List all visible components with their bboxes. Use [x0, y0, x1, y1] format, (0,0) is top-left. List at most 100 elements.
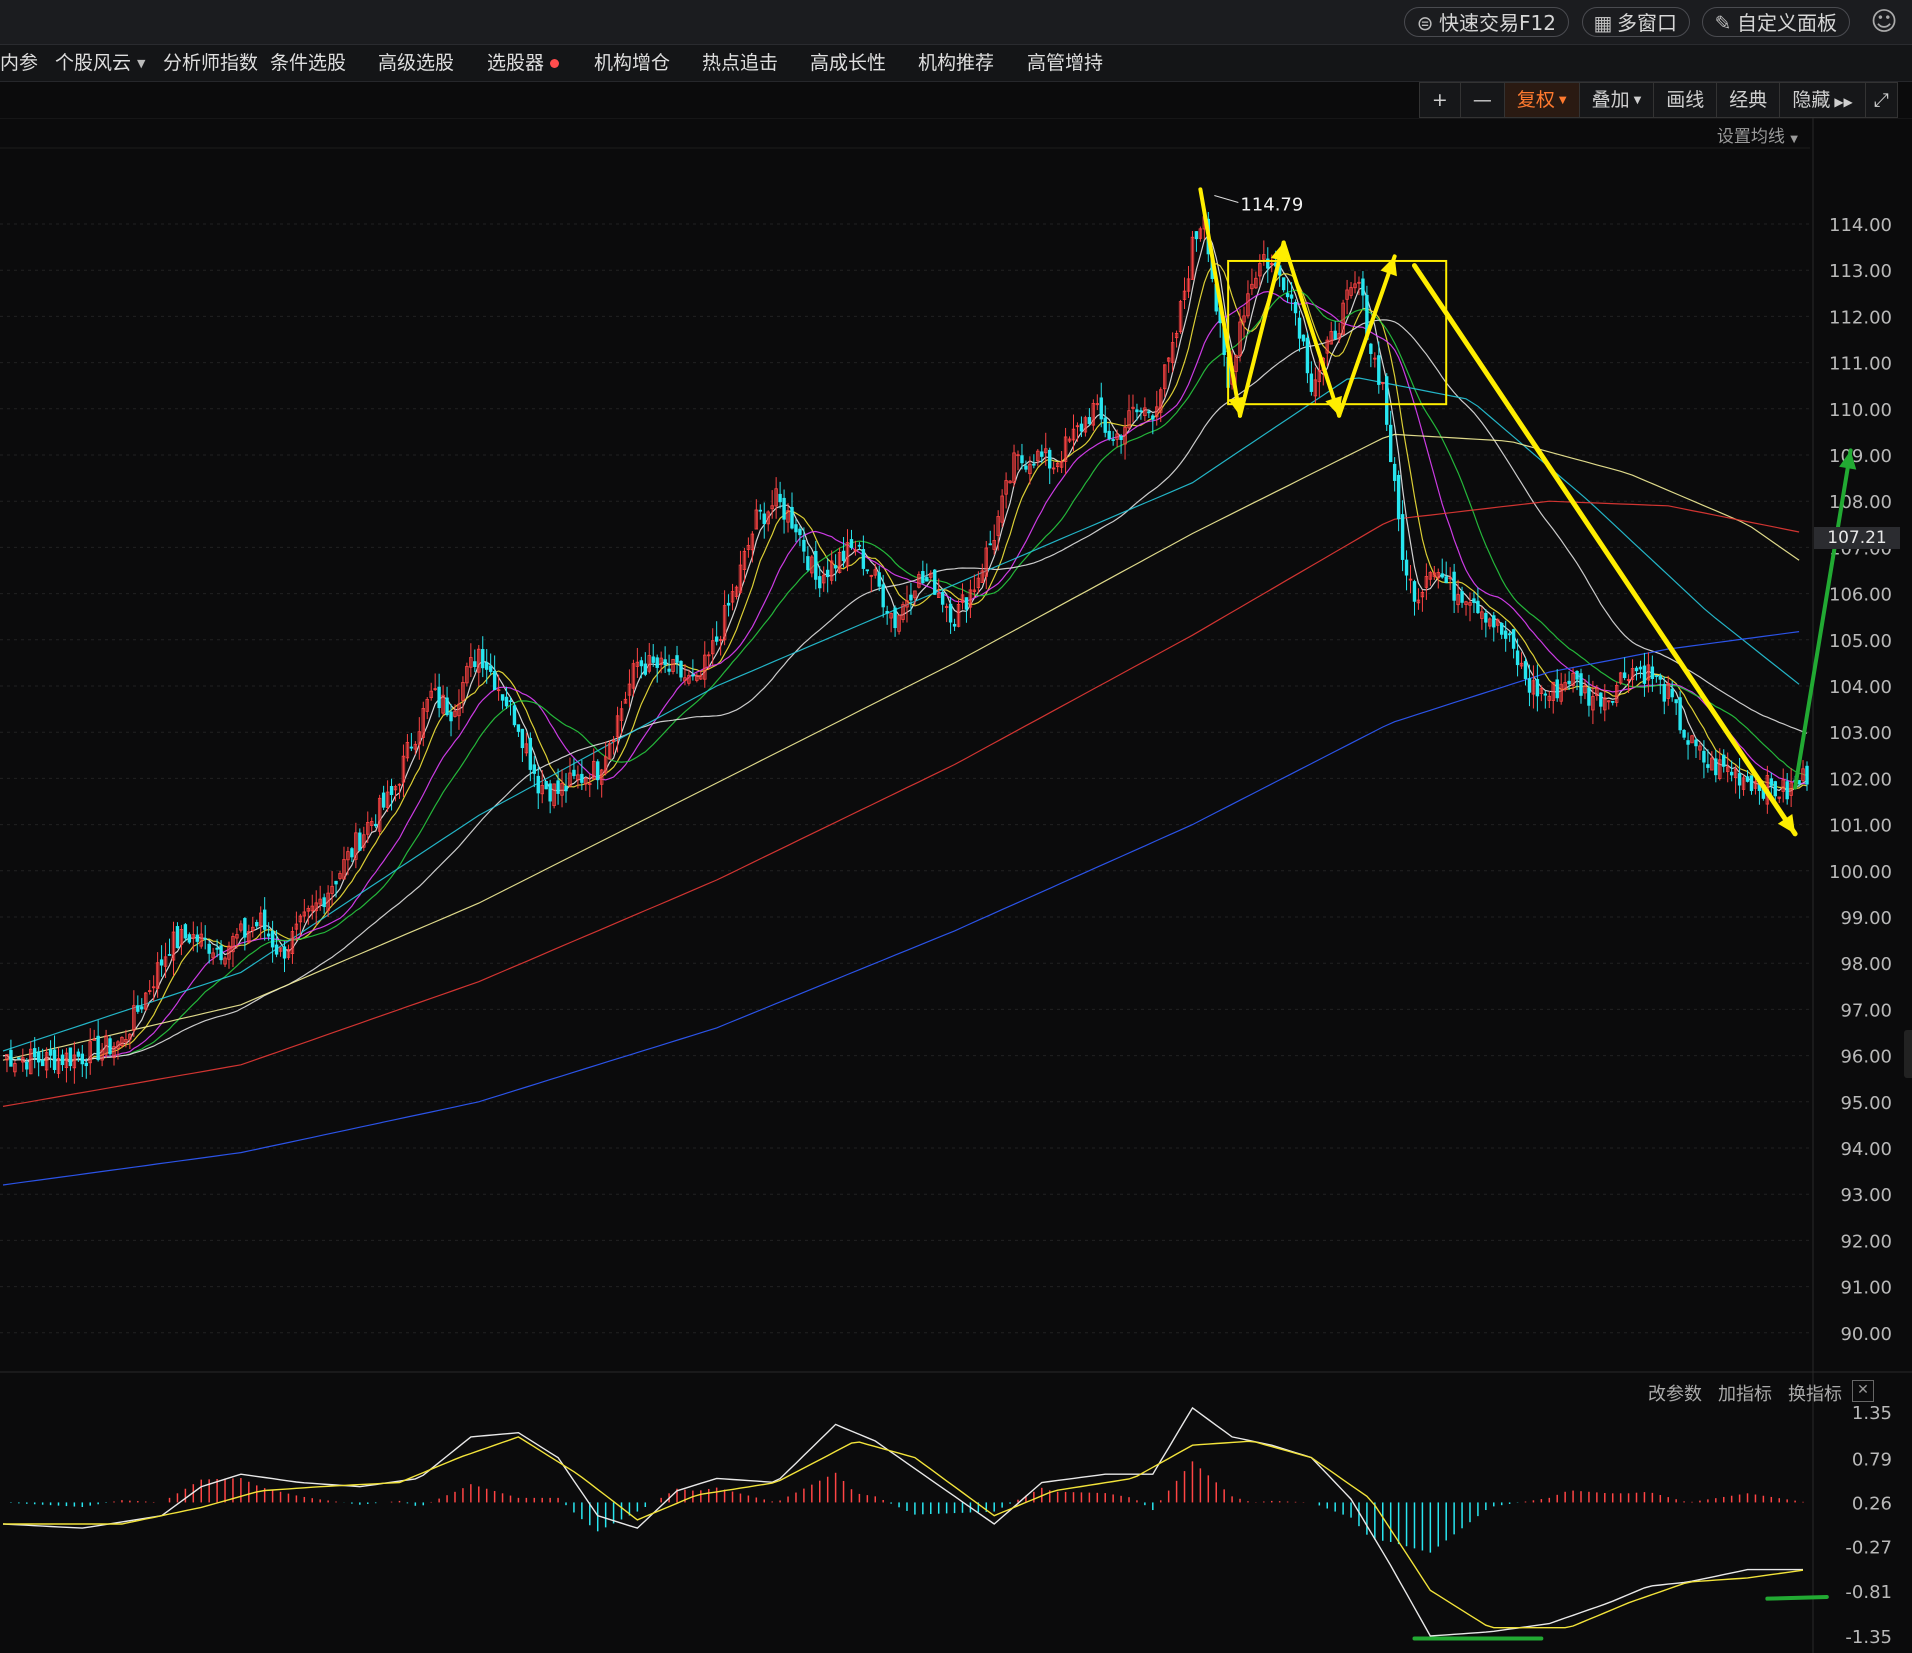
- candle-body: [72, 1054, 77, 1069]
- fullscreen-icon[interactable]: ⤢: [1873, 89, 1889, 111]
- candle-body: [1718, 759, 1722, 779]
- ma-setting-button[interactable]: 设置均线 ▼: [1717, 122, 1798, 147]
- nav-item-hotspot[interactable]: 热点追击: [702, 45, 778, 81]
- candle-body: [88, 1041, 92, 1064]
- classic-button[interactable]: 经典: [1717, 83, 1781, 117]
- candle-body: [1464, 601, 1468, 605]
- candle-body: [155, 962, 160, 989]
- change-params-button[interactable]: 改参数: [1648, 1384, 1702, 1405]
- candle-body: [822, 574, 826, 584]
- candle-body: [921, 571, 925, 584]
- draw-line-button[interactable]: 画线: [1654, 83, 1718, 117]
- candle-body: [596, 761, 600, 781]
- adjust-rights-button[interactable]: 复权 ▼: [1504, 83, 1580, 117]
- candle-body: [746, 545, 751, 550]
- candle-body: [1555, 679, 1559, 699]
- candle-body: [1710, 757, 1714, 771]
- multi-window-button[interactable]: ▦ 多窗口: [1582, 7, 1690, 37]
- candle-body: [1769, 778, 1774, 786]
- candle-body: [425, 699, 429, 712]
- zoom-out-button[interactable]: —: [1461, 83, 1505, 117]
- candle-body: [100, 1049, 104, 1061]
- custom-panel-button[interactable]: ✎ 自定义面板: [1702, 7, 1850, 37]
- candle-body: [1190, 236, 1195, 280]
- candle-body: [714, 636, 719, 642]
- user-icon[interactable]: ☺: [1870, 7, 1898, 37]
- candle-body: [1543, 693, 1548, 696]
- candle-body: [802, 539, 806, 552]
- zigzag-arrow-head: [1380, 256, 1397, 277]
- candle-body: [631, 663, 636, 689]
- candle-body: [651, 656, 655, 663]
- ma20-line: [2, 290, 1808, 1062]
- candle-body: [548, 783, 552, 802]
- add-indicator-button[interactable]: 加指标: [1718, 1384, 1772, 1405]
- candle-body: [136, 1005, 140, 1012]
- nav-item-high-growth[interactable]: 高成长性: [810, 45, 886, 81]
- nav-item-condition-picker[interactable]: 条件选股: [270, 45, 346, 81]
- candle-body: [1385, 376, 1389, 425]
- y-tick-label: 100.00: [1829, 862, 1892, 883]
- candle-body: [1000, 495, 1004, 523]
- side-panel-handle[interactable]: [1904, 1030, 1912, 1078]
- candle-body: [1583, 685, 1587, 694]
- candle-body: [726, 602, 731, 606]
- candle-body: [1178, 301, 1183, 333]
- nav-item-stock-selector[interactable]: 选股器: [487, 45, 560, 81]
- candle-body: [933, 569, 937, 595]
- candle-body: [421, 708, 425, 738]
- candle-body: [1484, 612, 1488, 623]
- candle-body: [116, 1041, 120, 1049]
- candle-body: [512, 705, 517, 726]
- candle-body: [818, 576, 822, 589]
- candle-body: [1028, 463, 1032, 475]
- candle-body: [1773, 781, 1777, 797]
- candle-body: [663, 659, 667, 666]
- candle-body: [1575, 670, 1579, 680]
- quick-trade-button[interactable]: ⊜ 快速交易F12: [1404, 7, 1569, 37]
- candle-body: [1388, 424, 1393, 463]
- candle-body: [806, 556, 810, 571]
- zigzag-arrow: [1238, 240, 1286, 418]
- candle-body: [841, 550, 846, 562]
- chevron-down-icon: ▼: [1633, 94, 1642, 106]
- candle-body: [1337, 333, 1341, 340]
- candle-body: [683, 677, 687, 682]
- candle-body: [1563, 682, 1567, 691]
- candle-body: [1607, 700, 1611, 703]
- notification-dot: [550, 59, 560, 68]
- candle-body: [536, 775, 540, 794]
- zoom-in-button[interactable]: +: [1420, 83, 1461, 117]
- candle-body: [1313, 379, 1318, 397]
- candle-body: [1036, 450, 1040, 462]
- nav-item-advanced-picker[interactable]: 高级选股: [378, 45, 454, 81]
- nav-item-neican[interactable]: 内参: [0, 45, 38, 81]
- hide-button[interactable]: 隐藏 ▶▶: [1780, 83, 1866, 117]
- y-tick-label: 110.00: [1829, 400, 1892, 421]
- candle-body: [1063, 436, 1068, 462]
- y-tick-label: 93.00: [1840, 1185, 1892, 1206]
- candle-body: [377, 797, 382, 832]
- candle-body: [825, 569, 830, 578]
- candle-body: [1440, 573, 1444, 578]
- candle-body: [306, 908, 310, 912]
- candle-body: [437, 686, 441, 709]
- nav-item-institution-increase[interactable]: 机构增仓: [594, 45, 670, 81]
- nav-item-executive-increase[interactable]: 高管增持: [1027, 45, 1103, 81]
- switch-indicator-button[interactable]: 换指标: [1788, 1384, 1842, 1405]
- overlay-button[interactable]: 叠加 ▼: [1580, 83, 1655, 117]
- candle-body: [1008, 480, 1012, 484]
- candle-body: [667, 668, 671, 672]
- nav-item-analyst-index[interactable]: 分析师指数: [163, 45, 258, 81]
- candle-body: [1436, 572, 1440, 579]
- candle-body: [695, 675, 699, 681]
- stock-chart[interactable]: 114.00 113.00 112.00 111.00 110.00 109.00 108.…: [0, 118, 1912, 1653]
- nav-item-institution-recommend[interactable]: 机构推荐: [918, 45, 994, 81]
- candle-body: [1349, 287, 1353, 296]
- close-indicator-icon[interactable]: ✕: [1852, 1380, 1874, 1402]
- nav-item-stock-trends[interactable]: 个股风云 ▼: [55, 45, 145, 81]
- candle-body: [1095, 403, 1099, 406]
- candle-body: [909, 594, 913, 601]
- candle-body: [1432, 572, 1437, 577]
- candle-body: [17, 1057, 21, 1060]
